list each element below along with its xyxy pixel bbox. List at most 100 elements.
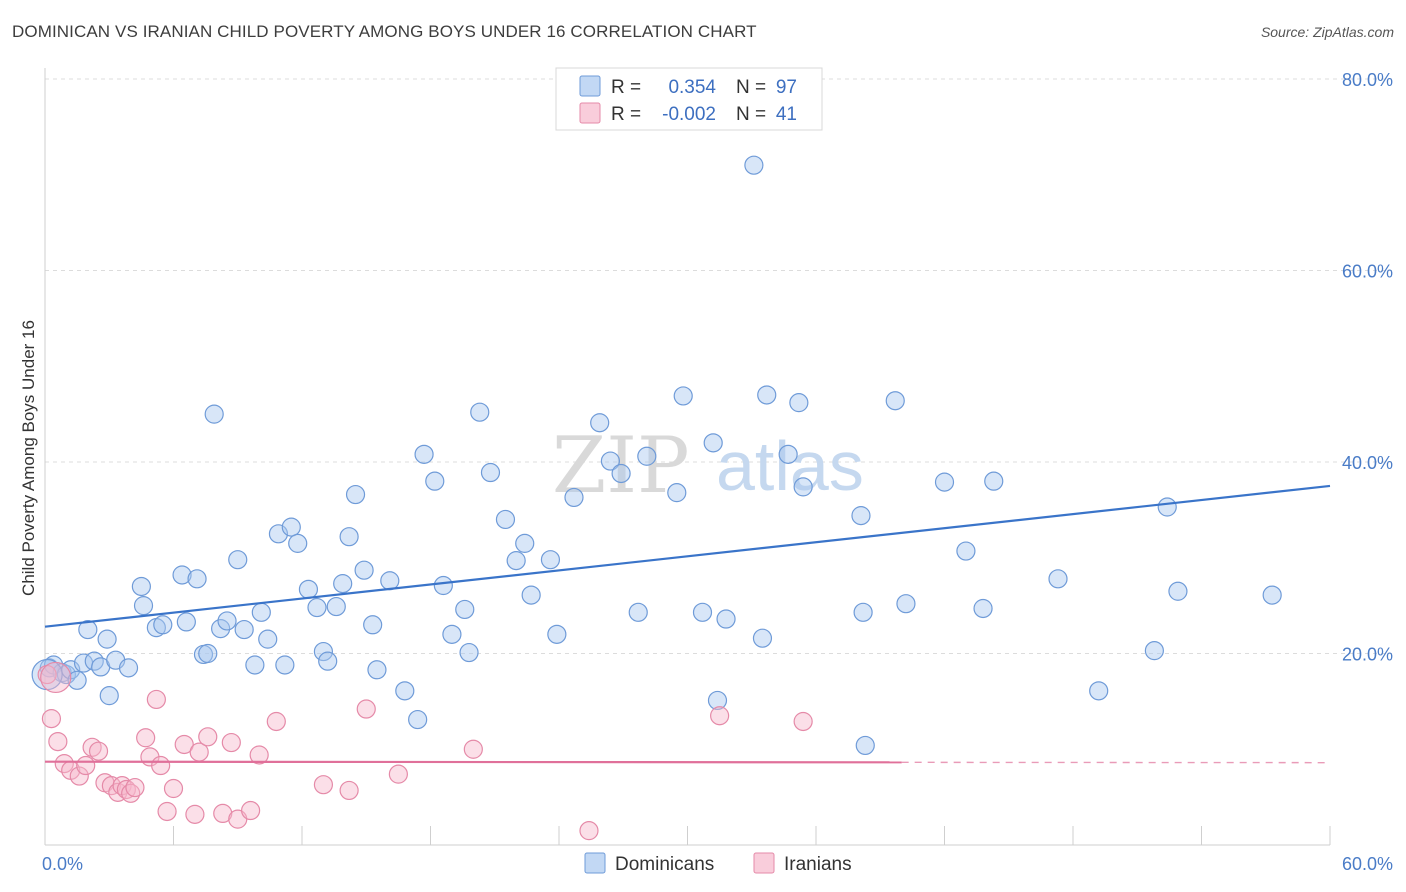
point-iranians-40 (40, 661, 72, 694)
legend-r-value-dominicans: 0.354 (668, 77, 716, 98)
y-tick-labels: 20.0% 40.0% 60.0% 80.0% (1342, 70, 1393, 665)
point-dominicans-91 (1144, 641, 1164, 661)
point-dominicans-46 (395, 681, 415, 701)
legend-r-label-dominicans: R = (611, 77, 641, 98)
point-dominicans-5 (67, 670, 87, 690)
point-dominicans-72 (707, 690, 728, 711)
watermark-atlas: atlas (716, 427, 864, 505)
point-dominicans-85 (934, 472, 955, 492)
point-iranians-32 (313, 775, 334, 795)
point-iranians-5 (69, 766, 89, 786)
point-dominicans-54 (470, 402, 490, 422)
legend-n-label-dominicans: N = (736, 77, 766, 98)
point-dominicans-82 (855, 735, 875, 756)
point-dominicans-65 (611, 463, 631, 484)
point-dominicans-76 (757, 385, 777, 405)
point-iranians-33 (339, 780, 359, 801)
point-dominicans-50 (433, 575, 453, 596)
watermark-zip: ZIP (552, 421, 690, 511)
point-dominicans-93 (1168, 581, 1188, 601)
point-dominicans-10 (97, 629, 117, 649)
point-dominicans-49 (425, 471, 445, 491)
trend-lines (44, 484, 1331, 764)
point-dominicans-69 (673, 386, 693, 406)
y-axis-label: Child Poverty Among Boys Under 16 (19, 320, 38, 596)
y-tick-label-0: 20.0% (1342, 645, 1393, 665)
point-dominicans-70 (692, 602, 713, 622)
point-iranians-20 (157, 801, 177, 822)
point-dominicans-26 (234, 619, 254, 640)
point-dominicans-80 (851, 506, 871, 526)
point-dominicans-34 (298, 579, 319, 599)
point-dominicans-90 (1089, 681, 1109, 701)
series-legend-label-iranians: Iranians (784, 854, 852, 875)
point-dominicans-83 (885, 391, 905, 411)
point-iranians-35 (388, 764, 408, 784)
point-dominicans-62 (564, 487, 584, 508)
point-dominicans-28 (251, 602, 271, 622)
watermark: ZIP atlas (552, 421, 864, 511)
x-tick-labels: 0.0% 60.0% (42, 854, 1393, 874)
point-dominicans-58 (515, 533, 535, 553)
point-dominicans-95 (99, 686, 119, 706)
point-dominicans-57 (506, 551, 526, 571)
point-iranians-18 (146, 689, 166, 710)
stats-legend: R = 0.354 N = 97 R = -0.002 N = 41 (555, 67, 823, 131)
point-dominicans-35 (307, 597, 327, 618)
point-dominicans-17 (172, 565, 192, 585)
point-dominicans-78 (789, 393, 809, 413)
point-dominicans-16 (153, 615, 173, 635)
point-dominicans-71 (703, 433, 723, 453)
x-tick-label-0: 0.0% (42, 854, 83, 874)
point-iranians-1 (41, 709, 62, 729)
point-iranians-8 (88, 741, 109, 761)
point-dominicans-42 (354, 560, 374, 580)
legend-n-label-iranians: N = (736, 104, 766, 125)
point-dominicans-94 (1262, 585, 1282, 605)
point-iranians-21 (163, 778, 184, 799)
point-dominicans-92 (1157, 497, 1177, 517)
point-iranians-27 (221, 732, 241, 753)
series-legend-label-dominicans: Dominicans (615, 854, 714, 875)
point-dominicans-84 (896, 594, 916, 614)
series-legend-swatch-iranians (753, 852, 775, 874)
point-iranians-23 (185, 804, 205, 824)
point-iranians-31 (266, 711, 286, 732)
point-iranians-19 (151, 755, 171, 776)
point-dominicans-12 (118, 658, 139, 678)
point-dominicans-63 (590, 413, 610, 433)
point-dominicans-40 (339, 527, 359, 547)
point-dominicans-23 (211, 619, 231, 639)
point-dominicans-87 (973, 598, 993, 619)
point-dominicans-22 (204, 404, 224, 424)
point-dominicans-36 (313, 641, 334, 662)
legend-n-value-iranians: 41 (776, 104, 797, 125)
point-dominicans-73 (716, 609, 736, 629)
point-dominicans-56 (495, 509, 516, 530)
series-legend-swatch-dominicans (584, 852, 606, 874)
point-dominicans-27 (245, 655, 265, 675)
point-dominicans-68 (667, 483, 687, 503)
point-dominicans-59 (521, 585, 541, 605)
chart-source: Source: ZipAtlas.com (1260, 24, 1394, 40)
point-dominicans-55 (480, 462, 501, 483)
point-iranians-34 (356, 699, 376, 719)
point-iranians-36 (463, 739, 483, 759)
legend-r-value-iranians: -0.002 (662, 104, 716, 125)
point-dominicans-39 (333, 574, 353, 594)
point-iranians-39 (793, 711, 813, 732)
point-dominicans-43 (363, 615, 383, 635)
series-legend: Dominicans Iranians (584, 852, 852, 875)
data-points (31, 155, 1282, 841)
point-dominicans-37 (318, 651, 338, 671)
point-dominicans-19 (187, 569, 207, 589)
legend-swatch-iranians (579, 102, 601, 124)
point-dominicans-25 (228, 550, 248, 570)
point-dominicans-7 (78, 619, 98, 640)
point-iranians-16 (136, 728, 156, 748)
point-dominicans-13 (131, 576, 151, 597)
point-dominicans-18 (176, 612, 196, 632)
point-dominicans-60 (540, 550, 561, 570)
point-iranians-38 (710, 706, 730, 726)
